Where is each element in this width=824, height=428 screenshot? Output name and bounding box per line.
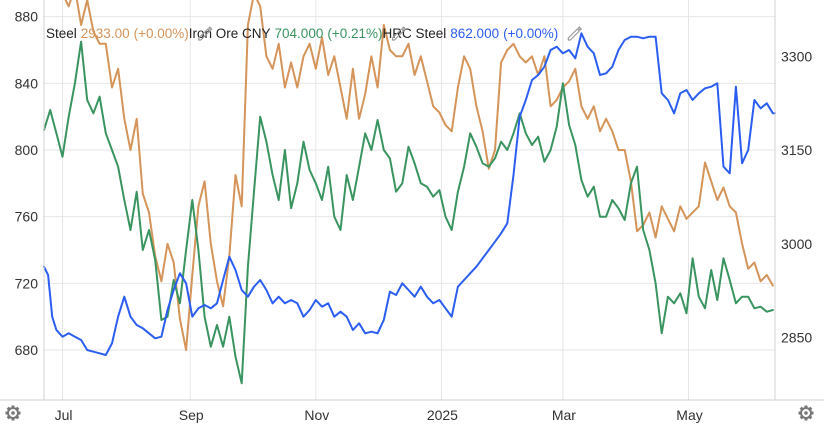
right-tick-label: 3300 <box>781 48 812 64</box>
grid <box>44 0 775 400</box>
gear-hub <box>11 411 15 415</box>
series-layer <box>43 0 776 385</box>
gear-hub <box>804 411 808 415</box>
controls[interactable] <box>5 405 814 421</box>
legend-item-change: (+0.21%) <box>327 26 382 41</box>
x-tick-label: Nov <box>304 407 329 423</box>
left-tick-label: 760 <box>15 209 39 225</box>
pencil-icon[interactable] <box>198 26 213 41</box>
legend-item-change: (+0.00%) <box>503 26 558 41</box>
legend-item-change: (+0.00%) <box>134 26 189 41</box>
legend-row: Steel 2933.00 (+0.00%)Iron Ore CNY 704.000(… <box>46 26 558 41</box>
legend-item-value: 862.000 <box>450 26 499 41</box>
x-tick-label: May <box>676 407 702 423</box>
series-line-hrc-steel[interactable] <box>43 32 776 356</box>
left-tick-label: 680 <box>15 342 39 358</box>
pencil-icon[interactable] <box>391 26 407 41</box>
x-tick-label: Jul <box>55 407 73 423</box>
right-tick-label: 3150 <box>781 142 812 158</box>
gear-ring <box>7 407 19 419</box>
legend-item-name: Steel <box>46 26 77 41</box>
gear-ring <box>800 407 812 419</box>
right-tick-label: 3000 <box>781 236 812 252</box>
pencil-icon-shape <box>198 26 213 41</box>
x-tick-label: Sep <box>179 407 204 423</box>
pencil-icon-shape <box>391 26 407 41</box>
settings-gear-icon-right[interactable] <box>798 405 814 421</box>
legend-item-value: 704.000 <box>275 26 324 41</box>
x-tick-label: Mar <box>552 407 576 423</box>
series-line-steel[interactable] <box>44 0 774 351</box>
legend-item-name: HRC Steel <box>383 26 447 41</box>
left-tick-label: 800 <box>15 142 39 158</box>
left-tick-label: 840 <box>15 75 39 91</box>
legend: Steel 2933.00 (+0.00%)Iron Ore CNY 704.000(… <box>46 26 582 41</box>
legend-item-name: Iron Ore CNY <box>189 26 271 41</box>
right-tick-label: 2850 <box>781 330 812 346</box>
pencil-icon-shape <box>567 26 582 41</box>
left-tick-label: 880 <box>15 9 39 25</box>
x-tick-label: 2025 <box>427 407 458 423</box>
legend-item-value: 2933.00 <box>81 26 130 41</box>
left-tick-label: 720 <box>15 275 39 291</box>
pencil-icon[interactable] <box>567 26 582 41</box>
series-line-iron-ore-cny[interactable] <box>43 40 774 385</box>
settings-gear-icon-left[interactable] <box>5 405 21 421</box>
